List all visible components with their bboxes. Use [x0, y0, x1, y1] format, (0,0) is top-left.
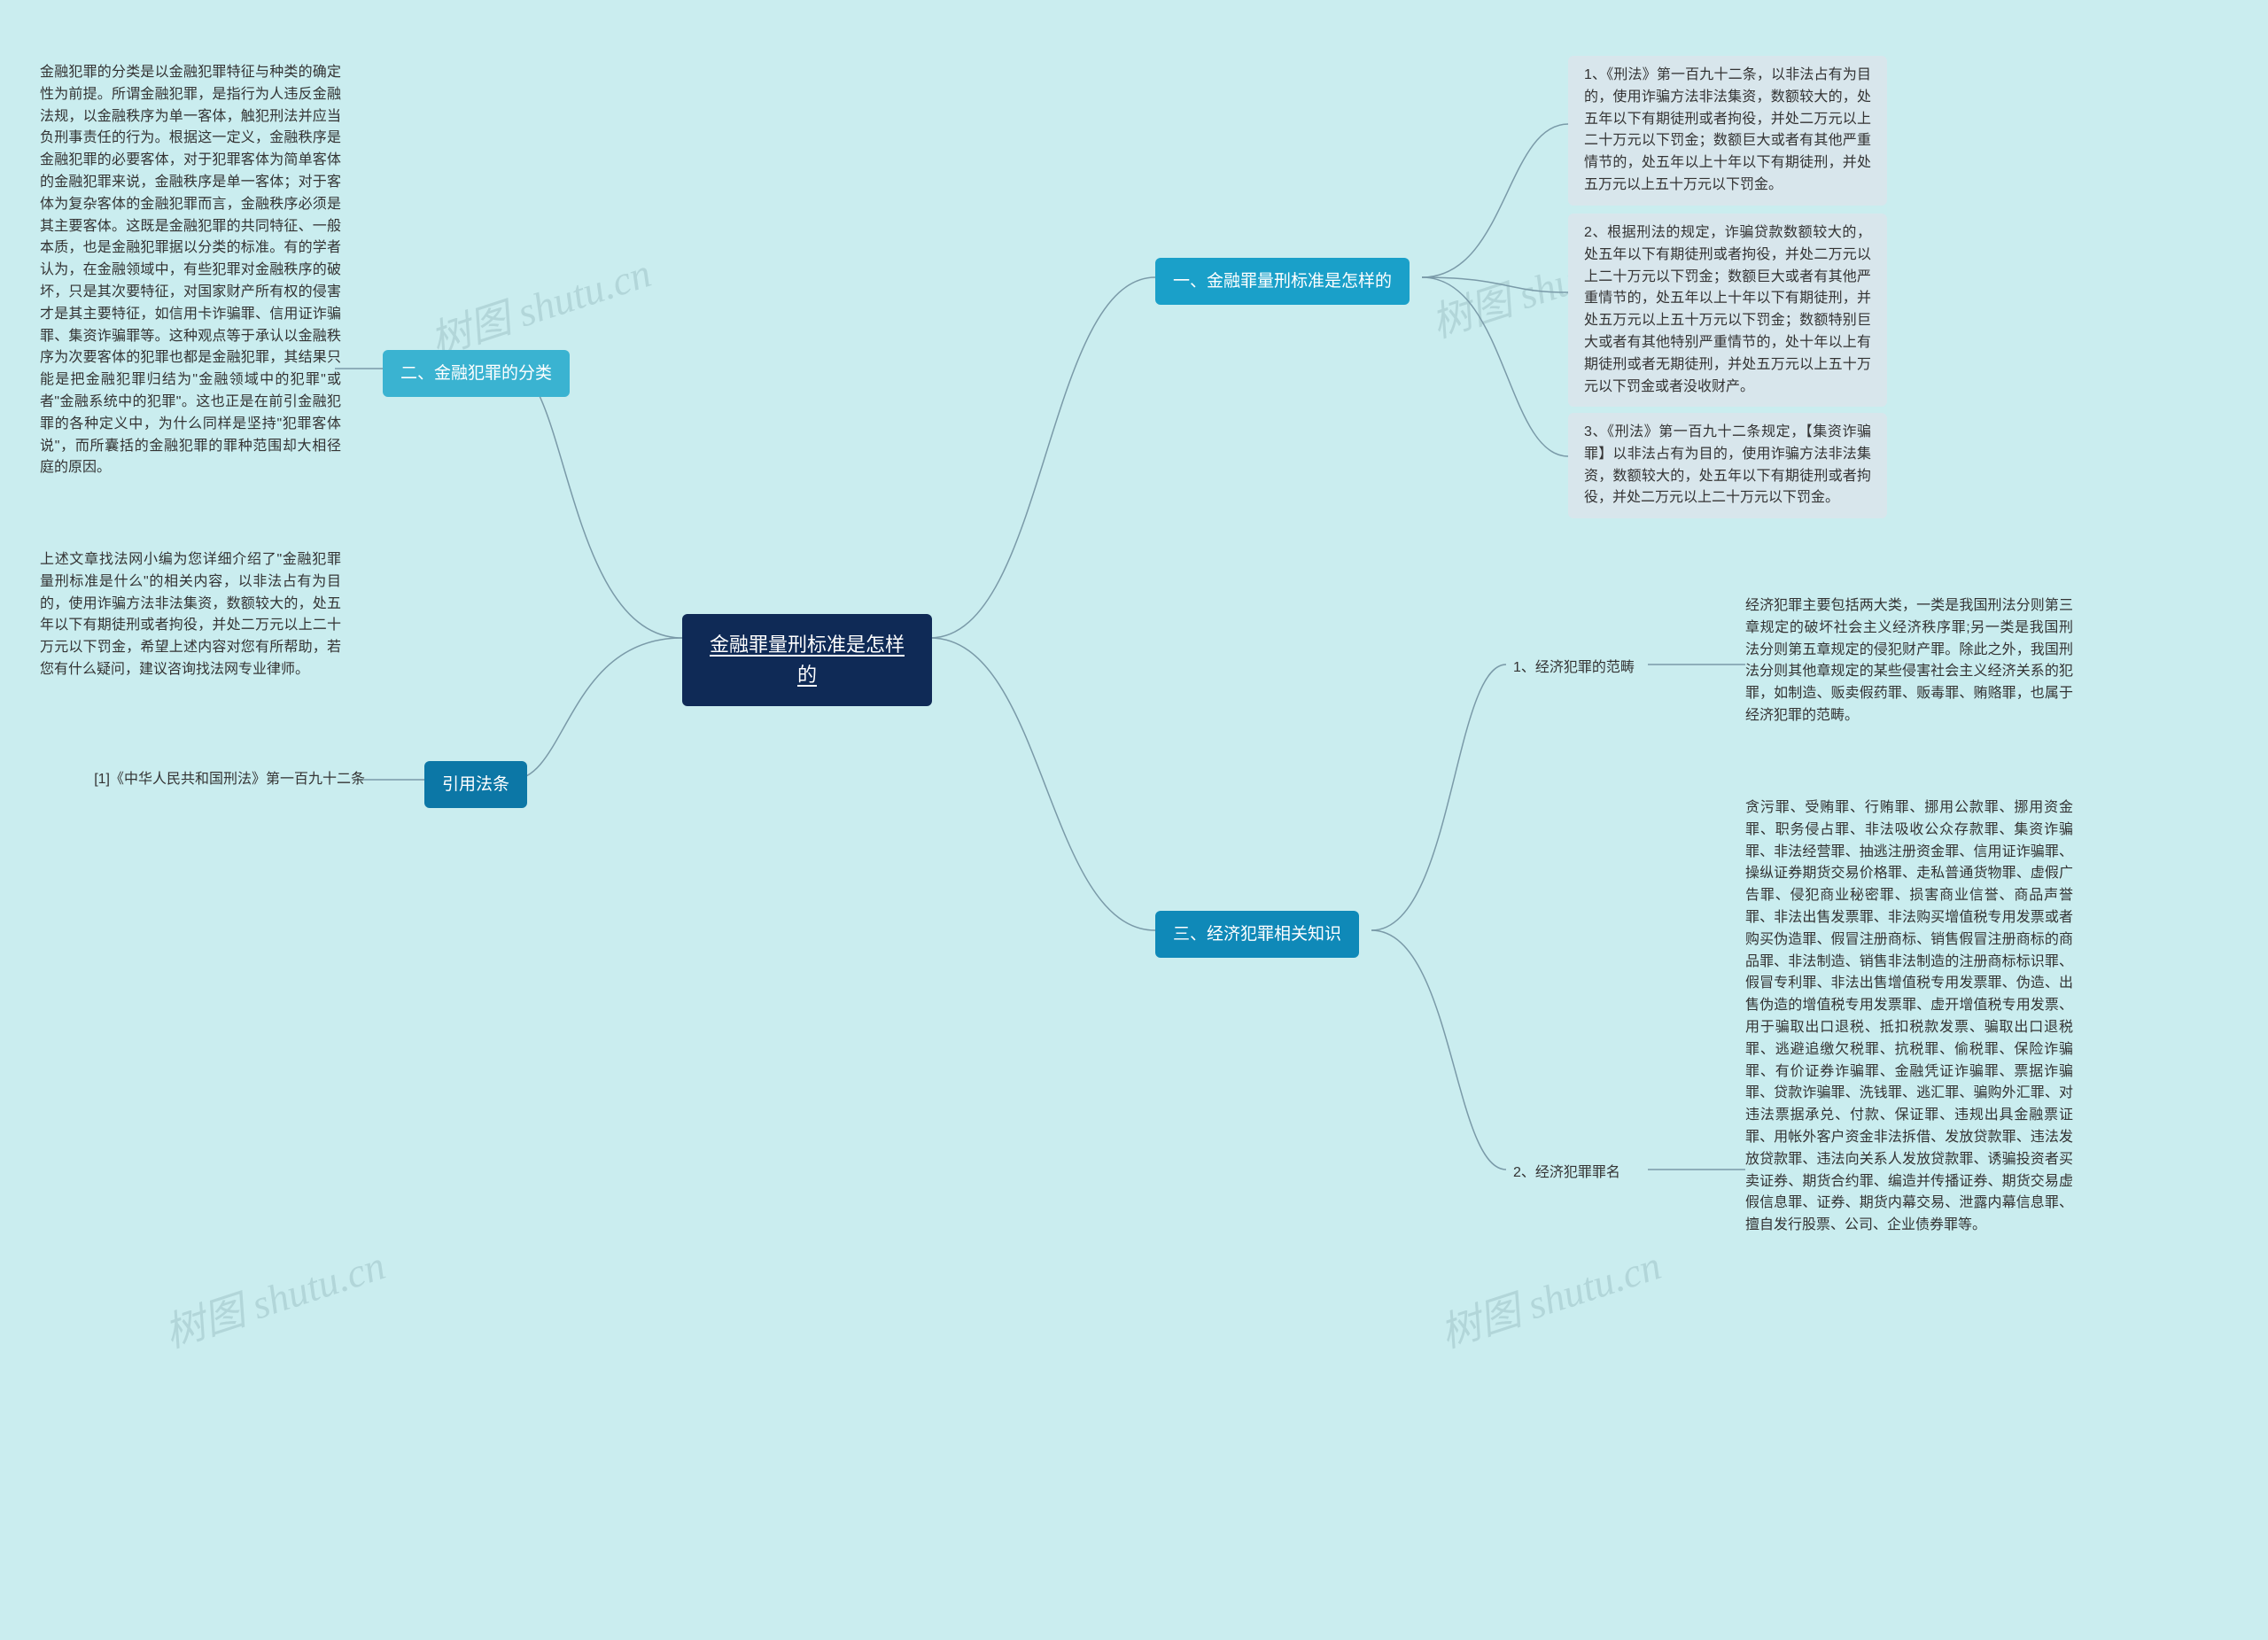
watermark: 树图 shutu.cn — [1432, 1233, 1667, 1360]
leaf-r1-1: 1、《刑法》第一百九十二条，以非法占有为目的，使用诈骗方法非法集资，数额较大的，… — [1568, 56, 1887, 206]
leaf-summary: 上述文章找法网小编为您详细介绍了"金融犯罪量刑标准是什么"的相关内容，以非法占有… — [40, 549, 341, 681]
sub-r3-2-label: 2、经济犯罪罪名 — [1506, 1159, 1627, 1188]
root-node: 金融罪量刑标准是怎样的 — [682, 614, 932, 706]
leaf-r1-2: 2、根据刑法的规定，诈骗贷款数额较大的，处五年以下有期徒刑或者拘役，并处二万元以… — [1568, 214, 1887, 407]
leaf-r3-2: 贪污罪、受贿罪、行贿罪、挪用公款罪、挪用资金罪、职务侵占罪、非法吸收公众存款罪、… — [1745, 797, 2073, 1237]
leaf-r1-3: 3、《刑法》第一百九十二条规定，【集资诈骗罪】以非法占有为目的，使用诈骗方法非法… — [1568, 413, 1887, 518]
leaf-r3-1: 经济犯罪主要包括两大类，一类是我国刑法分则第三章规定的破坏社会主义经济秩序罪;另… — [1745, 595, 2073, 727]
leaf-l2: 金融犯罪的分类是以金融犯罪特征与种类的确定性为前提。所谓金融犯罪，是指行为人违反… — [40, 62, 341, 479]
branch-lref[interactable]: 引用法条 — [424, 761, 527, 808]
branch-r3[interactable]: 三、经济犯罪相关知识 — [1155, 911, 1359, 958]
watermark: 树图 shutu.cn — [422, 241, 657, 368]
branch-r1[interactable]: 一、金融罪量刑标准是怎样的 — [1155, 258, 1410, 305]
branch-l2[interactable]: 二、金融犯罪的分类 — [383, 350, 570, 397]
sub-r3-1-label: 1、经济犯罪的范畴 — [1506, 654, 1642, 683]
watermark: 树图 shutu.cn — [156, 1233, 392, 1360]
leaf-lref: [1]《中华人民共和国刑法》第一百九十二条 — [64, 769, 365, 791]
